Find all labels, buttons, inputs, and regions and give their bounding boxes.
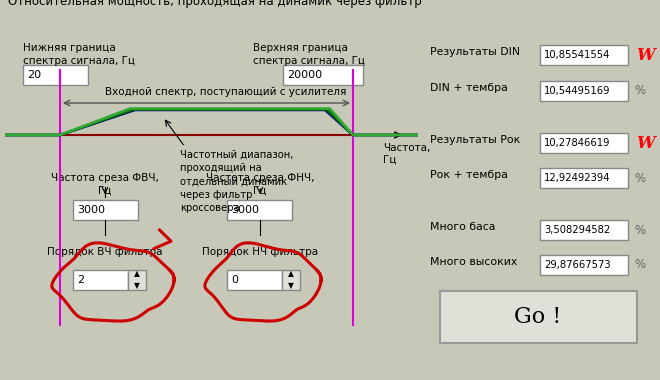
Text: Входной спектр, поступающий с усилителя: Входной спектр, поступающий с усилителя [105,87,346,97]
Text: 12,92492394: 12,92492394 [544,173,610,183]
Text: 0: 0 [231,275,238,285]
Bar [73,200,138,220]
Text: Частота среза ФНЧ,
Гц: Частота среза ФНЧ, Гц [206,173,314,196]
Text: ▲: ▲ [134,269,140,279]
Text: Go !: Go ! [514,306,562,328]
Text: W: W [636,135,655,152]
Text: Много баса: Много баса [430,222,496,232]
Text: 10,27846619: 10,27846619 [544,138,610,148]
Text: %: % [634,84,645,98]
Text: 3000: 3000 [231,205,259,215]
Text: Много высоких: Много высоких [430,257,517,267]
Text: %: % [634,171,645,185]
Bar [440,291,637,343]
Bar [540,168,628,188]
Text: ▲: ▲ [288,269,294,279]
Bar [540,220,628,240]
Text: 2: 2 [77,275,84,285]
Text: Нижняя граница
спектра сигнала, Гц: Нижняя граница спектра сигнала, Гц [23,43,135,66]
Bar [73,270,128,290]
Text: W: W [636,46,655,63]
Text: Порядок ВЧ фильтра: Порядок ВЧ фильтра [48,247,163,257]
Text: ▼: ▼ [134,282,140,290]
Text: %: % [634,258,645,271]
Bar [540,81,628,101]
Bar [540,133,628,153]
Text: 20000: 20000 [287,70,322,80]
Bar [282,270,300,290]
Text: Частота среза ФВЧ,
Гц: Частота среза ФВЧ, Гц [51,173,159,196]
Text: 3,508294582: 3,508294582 [544,225,610,235]
Text: 10,54495169: 10,54495169 [544,86,610,96]
Text: ▼: ▼ [288,282,294,290]
Text: Рок + тембра: Рок + тембра [430,170,508,180]
Text: 20: 20 [27,70,41,80]
Bar [540,45,628,65]
Text: Результаты DIN: Результаты DIN [430,47,520,57]
Text: Верхняя граница
спектра сигнала, Гц: Верхняя граница спектра сигнала, Гц [253,43,365,66]
Text: 10,85541554: 10,85541554 [544,50,610,60]
Text: Порядок НЧ фильтра: Порядок НЧ фильтра [202,247,318,257]
Text: Частота,
Гц: Частота, Гц [383,143,430,165]
Bar [540,255,628,275]
Bar [227,200,292,220]
Text: %: % [634,223,645,236]
Text: 29,87667573: 29,87667573 [544,260,610,270]
Text: Относительная мощность, проходящая на динамик через фильтр: Относительная мощность, проходящая на ди… [9,0,422,8]
Text: Частотный диапазон,
проходящий на
отдельный динамик
через фильтр
кроссовера: Частотный диапазон, проходящий на отдель… [180,150,294,213]
Text: DIN + тембра: DIN + тембра [430,83,508,93]
Bar [283,65,363,85]
Bar [23,65,88,85]
Bar [128,270,146,290]
Text: 3000: 3000 [77,205,105,215]
Bar [227,270,282,290]
Text: Результаты Рок: Результаты Рок [430,135,520,145]
